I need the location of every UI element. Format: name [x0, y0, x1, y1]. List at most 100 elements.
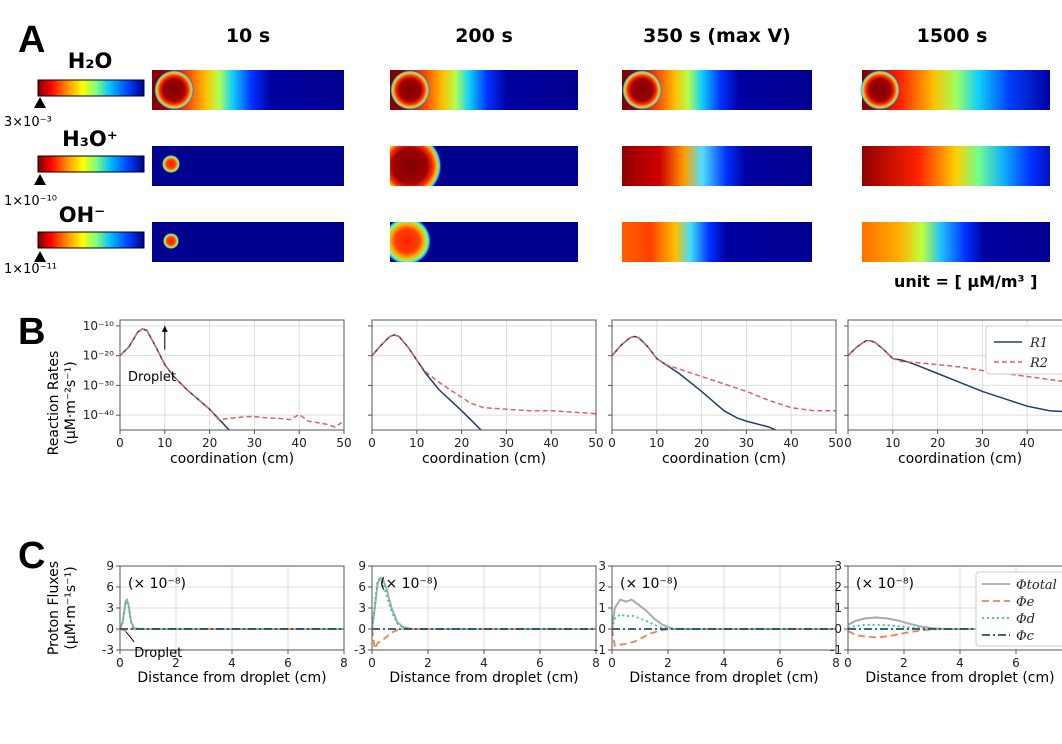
y-tick-label: 3: [106, 601, 114, 615]
panel-b-ylabel-text: Reaction Rates: [46, 351, 62, 456]
x-tick-label: 6: [284, 656, 292, 670]
colorbar-h2o-bar: [37, 79, 145, 97]
x-tick-label: 2: [664, 656, 672, 670]
plot-frame: [847, 319, 1062, 431]
x-tick-label: 0: [844, 436, 852, 450]
x-tick-label: 4: [480, 656, 488, 670]
droplet-annotation: Droplet: [134, 646, 182, 661]
x-axis-title: coordination (cm): [422, 451, 546, 467]
heatmap-h2o-200s: [390, 70, 578, 110]
colorbar-h2o: H₂O 3×10⁻³: [4, 49, 145, 130]
heatmap-h2o-1500s: [860, 70, 1050, 110]
y-tick-label: 0: [598, 622, 606, 636]
y-tick-label: -3: [354, 643, 366, 657]
x-tick-label: 2: [172, 656, 180, 670]
x-tick-label: 20: [930, 436, 945, 450]
panel-c-ylabel: Proton Fluxes (μM·m⁻¹s⁻¹): [46, 561, 79, 655]
x-tick-label: 30: [499, 436, 514, 450]
panel-c-ylabel-text: Proton Fluxes: [46, 561, 62, 655]
heatmap-oh-10s: [152, 222, 344, 262]
reaction-rate-plot-1: 0 10 20 30 40 50 coordination (cm): [368, 319, 604, 467]
y-tick-label: 10⁻¹⁰: [83, 319, 114, 333]
x-tick-label: 10: [885, 436, 900, 450]
plot-frame: [611, 319, 837, 431]
x-tick-label: 20: [694, 436, 709, 450]
legend-box: [975, 571, 1062, 647]
colorbar-oh-min: 1×10⁻¹¹: [4, 262, 57, 277]
x-tick-label: 8: [340, 656, 348, 670]
y-tick-label: 9: [358, 559, 366, 573]
panel-a: A 10 s 200 s 350 s (max V) 1500 s H₂O 3×…: [4, 19, 1050, 291]
time-label-1500s: 1500 s: [917, 25, 988, 47]
x-tick-label: 0: [116, 656, 124, 670]
panel-c-ylabel-units: (μM·m⁻¹s⁻¹): [63, 566, 79, 649]
legend-label-phi-d: Φd: [1016, 612, 1035, 627]
plot-frame: [119, 319, 345, 431]
x-tick-label: 0: [608, 656, 616, 670]
colorbar-oh-marker: [34, 251, 46, 262]
x-axis-title: Distance from droplet (cm): [137, 670, 326, 686]
x-tick-label: 4: [228, 656, 236, 670]
scale-label: (× 10⁻⁸): [856, 576, 914, 592]
x-axis-title: Distance from droplet (cm): [865, 670, 1054, 686]
colorbar-h3o-min: 1×10⁻¹⁰: [4, 194, 57, 209]
x-axis-title: Distance from droplet (cm): [389, 670, 578, 686]
legend-label-r1: R1: [1029, 336, 1048, 351]
heatmap-h3o-200s: [350, 130, 578, 202]
time-label-10s: 10 s: [226, 25, 270, 47]
heatmap-h2o-350s: [622, 70, 812, 110]
y-tick-label: -3: [102, 643, 114, 657]
y-tick-label: -1: [594, 643, 606, 657]
x-tick-label: 10: [649, 436, 664, 450]
y-tick-label: 10⁻³⁰: [83, 378, 114, 392]
series-r1-line: [612, 335, 778, 430]
x-tick-label: 30: [975, 436, 990, 450]
scale-label: (× 10⁻⁸): [620, 576, 678, 592]
legend-label-phi-e: Φe: [1016, 595, 1035, 610]
colorbar-h3o: H₃O⁺ 1×10⁻¹⁰: [4, 127, 145, 209]
x-axis-title: coordination (cm): [662, 451, 786, 467]
colorbar-h3o-marker: [34, 174, 46, 185]
panel-c-letter: C: [18, 535, 45, 577]
y-tick-label: -1: [830, 643, 842, 657]
x-tick-label: 0: [368, 656, 376, 670]
x-axis-title: coordination (cm): [898, 451, 1022, 467]
heatmap-row-h3o: [152, 130, 1050, 202]
heatmap-h3o-10s: [152, 146, 344, 186]
y-tick-label: 9: [106, 559, 114, 573]
y-tick-label: 6: [106, 580, 114, 594]
legend-box: [985, 325, 1062, 375]
x-tick-label: 0: [844, 656, 852, 670]
droplet-arrow: [125, 631, 135, 643]
x-tick-label: 0: [608, 436, 616, 450]
y-tick-label: 10⁻⁴⁰: [83, 408, 114, 422]
y-tick-label: 0: [358, 622, 366, 636]
droplet-annotation: Droplet: [128, 370, 176, 385]
x-tick-label: 30: [247, 436, 262, 450]
legend-c: Φtotal Φe Φd Φc: [975, 571, 1062, 647]
droplet-arrow-head: [161, 325, 168, 332]
x-axis-title: coordination (cm): [170, 451, 294, 467]
series-r2-line: [848, 340, 1062, 382]
species-label-h3o: H₃O⁺: [62, 127, 118, 151]
plot-frame: [371, 319, 597, 431]
heatmap-row-h2o: [152, 70, 1050, 110]
x-tick-label: 4: [956, 656, 964, 670]
heatmap-oh-200s: [366, 208, 578, 276]
scale-label: (× 10⁻⁸): [380, 576, 438, 592]
x-tick-label: 40: [1020, 436, 1035, 450]
x-tick-label: 6: [1012, 656, 1020, 670]
time-label-200s: 200 s: [455, 25, 513, 47]
colorbar-h2o-marker: [34, 97, 46, 108]
series-r2-line: [120, 328, 344, 428]
series-r2-line: [612, 335, 836, 412]
heatmap-h3o-350s: [622, 146, 812, 186]
series-r2-line: [372, 334, 596, 415]
y-tick-label: 2: [598, 580, 606, 594]
x-tick-label: 8: [592, 656, 600, 670]
x-tick-label: 6: [536, 656, 544, 670]
